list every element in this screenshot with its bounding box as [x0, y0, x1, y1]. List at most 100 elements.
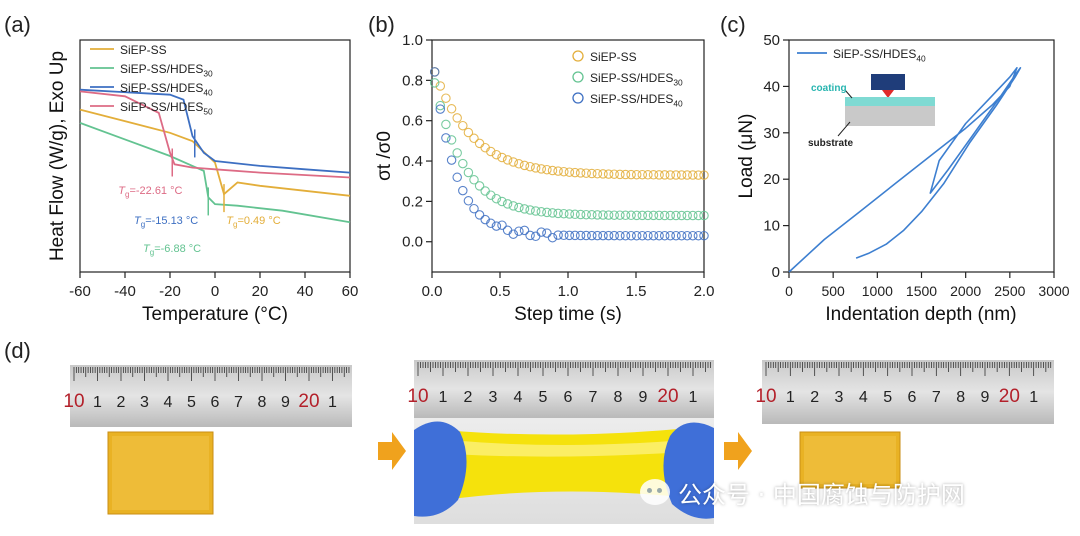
data-point	[592, 210, 603, 220]
data-point	[570, 230, 580, 241]
indenter-block	[871, 74, 905, 90]
data-point	[508, 157, 519, 167]
data-point	[587, 230, 597, 241]
data-point	[676, 230, 687, 241]
data-point	[458, 158, 468, 169]
data-point	[671, 230, 681, 241]
x-tick-label: 1000	[862, 283, 893, 299]
data-point	[519, 160, 530, 171]
series-line	[79, 108, 351, 197]
data-point	[559, 208, 569, 219]
data-point	[648, 210, 659, 221]
data-point	[536, 164, 547, 174]
data-point	[508, 229, 519, 239]
data-point	[441, 119, 451, 130]
data-point	[676, 170, 687, 180]
coating-layer	[845, 97, 935, 106]
data-point	[564, 209, 575, 219]
data-point	[452, 172, 462, 183]
legend-marker	[572, 50, 584, 62]
arrow-right-icon	[378, 432, 406, 470]
indenter-tip	[882, 90, 894, 98]
data-point	[631, 230, 642, 241]
data-point	[469, 203, 479, 214]
ruler-number: 5	[883, 389, 892, 406]
x-tick-label: 2.0	[694, 283, 715, 300]
data-point	[446, 104, 457, 114]
sample-recovered-highlight	[804, 436, 896, 484]
ruler-number: 2	[117, 394, 126, 411]
data-point	[609, 230, 619, 241]
data-point	[682, 230, 692, 241]
data-point	[452, 113, 462, 123]
data-point	[553, 208, 563, 219]
x-tick-label: 20	[252, 283, 269, 300]
photo-3-ruler	[762, 360, 1054, 424]
chart-b-xlabel: Step time (s)	[514, 304, 622, 325]
data-point	[570, 167, 580, 178]
data-point	[575, 168, 586, 178]
legend-label: SiEP-SS/HDES40	[590, 92, 683, 109]
sample-stretched-highlight	[450, 440, 685, 457]
data-point	[688, 230, 698, 241]
substrate-layer	[845, 106, 935, 126]
data-point	[446, 135, 457, 145]
data-point	[469, 175, 479, 185]
chart-c-series	[788, 67, 1022, 273]
data-point	[598, 169, 608, 179]
chart-b: 0.0 0.5 1.0 1.5 2.0 0.0 0.2 0.4 0.6 0.8 1.0 SiEP-S…	[374, 32, 714, 325]
series-line	[79, 88, 351, 174]
data-point	[626, 169, 636, 180]
data-point	[429, 67, 440, 77]
chart-a-legend: SiEP-SS SiEP-SS/HDES30 SiEP-SS/HDES40 SiEP-…	[90, 43, 213, 117]
ruler-number: 1	[689, 389, 698, 406]
legend-label: SiEP-SS/HDES50	[120, 100, 213, 117]
x-tick-label: 1.5	[626, 283, 647, 300]
data-point	[458, 120, 468, 131]
ruler-number: 2	[810, 389, 819, 406]
data-point	[553, 230, 563, 240]
y-tick-label: 20	[763, 171, 780, 188]
tg-annotation: Tg=-15.13 °C	[134, 215, 198, 229]
data-point	[530, 231, 541, 242]
data-point	[693, 170, 704, 180]
data-point	[435, 100, 446, 111]
data-point	[463, 127, 474, 138]
ruler-number: 6	[908, 389, 917, 406]
data-point	[671, 170, 681, 180]
data-point	[547, 232, 558, 243]
ruler-number: 1	[93, 394, 102, 411]
data-point	[497, 196, 507, 207]
legend-label: SiEP-SS/HDES40	[120, 81, 213, 98]
ruler-number: 10	[755, 386, 776, 407]
chart-c-ticks: 0 500 1000 1500 2000 2500 3000 0 10 20 30 40 50	[763, 32, 1069, 299]
legend-label: SiEP-SS/HDES40	[833, 47, 926, 64]
data-point	[547, 165, 558, 176]
data-point	[598, 230, 608, 241]
ruler-number: 2	[464, 389, 473, 406]
data-point	[615, 210, 625, 220]
sample-rest-highlight	[112, 436, 209, 510]
data-point	[502, 199, 513, 209]
chart-c-legend: SiEP-SS/HDES40	[797, 47, 926, 64]
data-point	[463, 167, 474, 178]
ruler-number: 1	[328, 394, 337, 411]
data-point	[452, 148, 462, 158]
y-tick-label: 0.8	[402, 72, 423, 89]
x-tick-label: -40	[114, 283, 136, 300]
data-point	[609, 169, 619, 179]
data-point	[441, 133, 451, 143]
data-point	[491, 193, 502, 204]
ruler-number: 10	[407, 386, 428, 407]
ruler-number: 5	[539, 389, 548, 406]
x-tick-label: 0	[785, 283, 793, 299]
ruler-number: 20	[657, 386, 678, 407]
y-tick-label: 50	[763, 32, 780, 49]
data-point	[575, 209, 586, 220]
data-point	[463, 196, 474, 206]
chart-c-xlabel: Indentation depth (nm)	[825, 304, 1016, 325]
substrate-pointer	[837, 121, 851, 137]
data-point	[665, 210, 676, 221]
data-point	[542, 228, 552, 238]
data-point	[480, 186, 490, 196]
